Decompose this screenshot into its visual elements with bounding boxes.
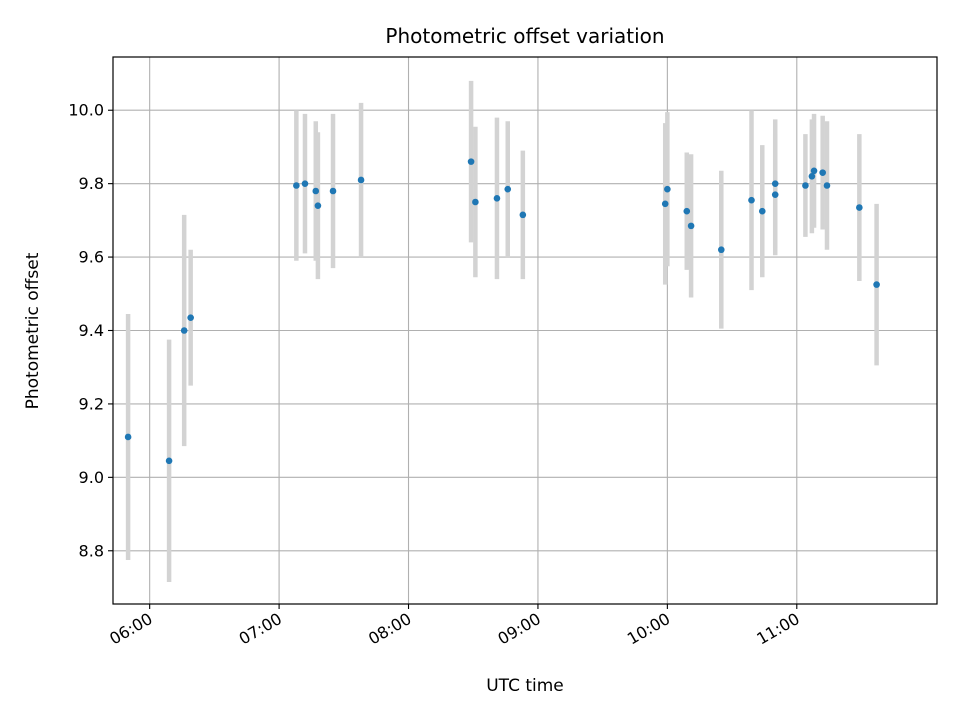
data-point [312, 187, 320, 195]
x-tick-label: 07:00 [236, 609, 285, 649]
data-point [856, 204, 863, 211]
y-tick-label: 9.2 [79, 394, 104, 413]
data-point [771, 191, 779, 198]
y-tick-label: 8.8 [79, 541, 104, 560]
data-point [748, 196, 755, 204]
y-tick-label: 9.8 [79, 174, 104, 193]
data-point [301, 180, 309, 187]
data-point [810, 167, 818, 175]
data-point [819, 169, 826, 176]
data-points [124, 158, 880, 465]
y-axis-label: Photometric offset [23, 252, 43, 409]
data-point [808, 173, 816, 180]
data-point [467, 158, 475, 165]
data-point [802, 182, 809, 189]
data-point [519, 211, 527, 219]
x-axis-label: UTC time [486, 676, 564, 696]
data-point [187, 314, 194, 321]
y-axis: 8.8 9.0 9.2 9.4 9.6 9.8 10.0 [68, 101, 113, 560]
data-point [687, 222, 695, 230]
x-tick-label: 08:00 [365, 609, 414, 649]
x-axis: 06:00 07:00 08:00 09:00 10:00 11:00 [106, 604, 803, 649]
y-tick-label: 9.0 [79, 468, 104, 487]
data-point [329, 187, 337, 195]
data-point [661, 200, 669, 208]
grid [113, 57, 937, 604]
data-point [314, 202, 322, 209]
data-point [472, 198, 479, 206]
data-point [873, 281, 880, 288]
y-tick-label: 10.0 [68, 101, 104, 120]
data-point [180, 327, 188, 334]
data-point [293, 182, 300, 189]
error-bars [125, 80, 879, 582]
data-point [124, 433, 132, 441]
data-point [771, 180, 779, 187]
x-tick-label: 10:00 [624, 609, 673, 649]
chart-title: Photometric offset variation [385, 24, 664, 48]
x-tick-label: 06:00 [106, 609, 155, 649]
data-point [758, 207, 766, 215]
x-tick-label: 11:00 [753, 609, 802, 649]
y-tick-label: 9.4 [79, 321, 104, 340]
data-point [664, 185, 671, 193]
x-tick-label: 09:00 [495, 609, 544, 649]
data-point [165, 457, 173, 465]
data-point [823, 182, 831, 189]
data-point [504, 185, 512, 193]
y-tick-label: 9.6 [79, 248, 104, 267]
data-point [493, 195, 501, 202]
data-point [357, 176, 365, 184]
data-point [717, 246, 725, 254]
data-point [683, 207, 691, 215]
